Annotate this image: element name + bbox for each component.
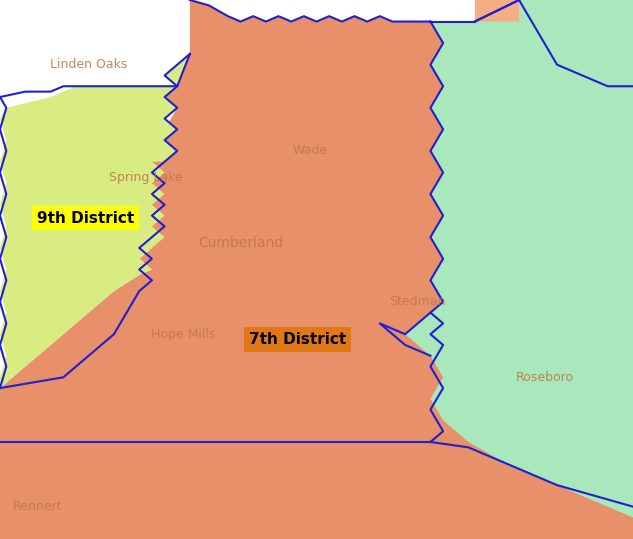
Text: Rennert: Rennert — [13, 500, 63, 513]
Text: 7th District: 7th District — [249, 332, 346, 347]
Text: Spring Lake: Spring Lake — [109, 171, 182, 184]
Polygon shape — [405, 22, 633, 517]
Text: 9th District: 9th District — [37, 211, 134, 226]
Text: Roseboro: Roseboro — [515, 371, 573, 384]
Text: Linden Oaks: Linden Oaks — [50, 58, 127, 71]
Text: Cumberland: Cumberland — [198, 236, 283, 250]
Polygon shape — [0, 54, 190, 388]
Polygon shape — [519, 0, 633, 86]
Text: Wade: Wade — [292, 144, 328, 157]
Polygon shape — [475, 0, 633, 22]
Text: Hope Mills: Hope Mills — [151, 328, 216, 341]
Text: Stedman: Stedman — [389, 295, 446, 308]
